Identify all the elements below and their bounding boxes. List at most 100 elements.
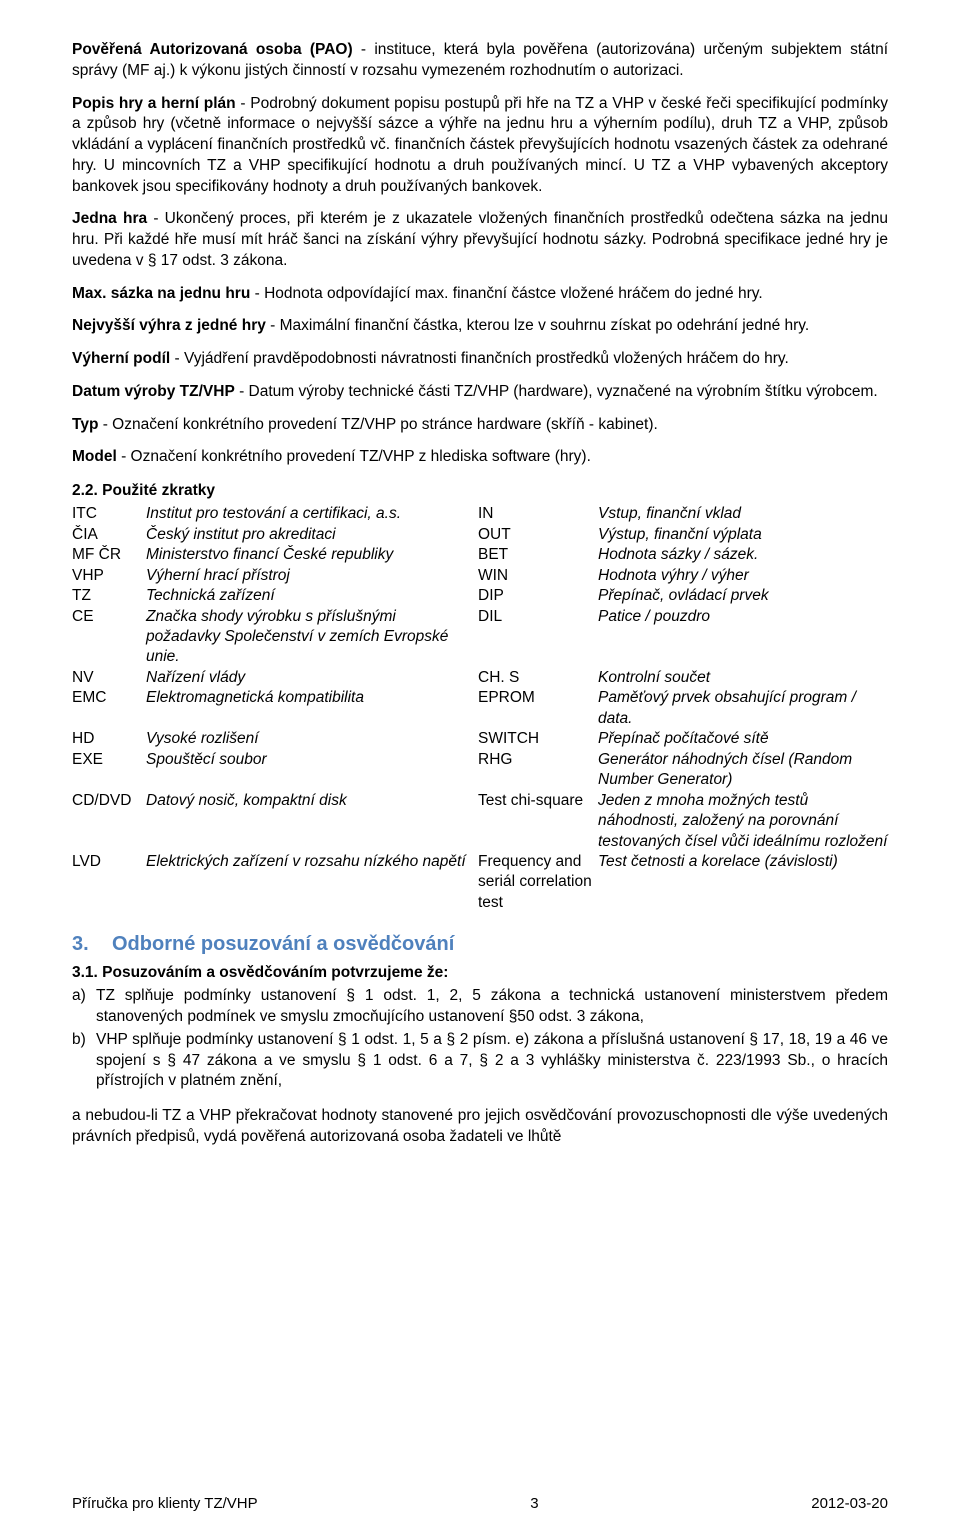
abbreviations-table: ITCInstitut pro testování a certifikaci,…	[72, 504, 888, 913]
term-game-desc: Popis hry a herní plán	[72, 95, 236, 112]
abbrev-desc-right: Hodnota sázky / sázek.	[598, 545, 888, 565]
abbrev-code-right: BET	[478, 545, 598, 565]
abbrev-desc-left: Nařízení vlády	[146, 668, 478, 688]
abbrev-row: HDVysoké rozlišeníSWITCHPřepínač počítač…	[72, 729, 888, 749]
abbrev-row: ITCInstitut pro testování a certifikaci,…	[72, 504, 888, 524]
footer-page-number: 3	[530, 1495, 538, 1512]
abbrev-desc-right: Jeden z mnoha možných testů náhodnosti, …	[598, 791, 888, 852]
abbrev-desc-left: Vysoké rozlišení	[146, 729, 478, 749]
page-footer: Příručka pro klienty TZ/VHP 3 2012-03-20	[72, 1495, 888, 1512]
section-3-title: Odborné posuzování a osvědčování	[112, 933, 454, 955]
term-payout-rest: - Vyjádření pravděpodobnosti návratnosti…	[170, 350, 789, 367]
term-max-bet-rest: - Hodnota odpovídající max. finanční čás…	[250, 285, 762, 302]
abbrev-code-right: CH. S	[478, 668, 598, 688]
abbrev-code-left: ČIA	[72, 525, 146, 545]
list-item-a: a) TZ splňuje podmínky ustanovení § 1 od…	[72, 986, 888, 1028]
abbrev-desc-left: Ministerstvo financí České republiky	[146, 545, 478, 565]
abbrev-row: ČIAČeský institut pro akreditaciOUTVýstu…	[72, 525, 888, 545]
abbrev-desc-left: Elektromagnetická kompatibilita	[146, 688, 478, 729]
definition-mfg-date: Datum výroby TZ/VHP - Datum výroby techn…	[72, 382, 888, 403]
abbrev-code-left: NV	[72, 668, 146, 688]
term-mfg-date-rest: - Datum výroby technické části TZ/VHP (h…	[235, 383, 878, 400]
section-3-number: 3.	[72, 933, 112, 956]
abbrev-row: VHPVýherní hrací přístrojWINHodnota výhr…	[72, 566, 888, 586]
abbrev-code-left: EMC	[72, 688, 146, 729]
abbrev-desc-right: Patice / pouzdro	[598, 607, 888, 668]
term-model: Model	[72, 448, 117, 465]
definition-pao: Pověřená Autorizovaná osoba (PAO) - inst…	[72, 40, 888, 82]
abbrev-row: EMCElektromagnetická kompatibilitaEPROMP…	[72, 688, 888, 729]
abbrev-row: CEZnačka shody výrobku s příslušnými pož…	[72, 607, 888, 668]
term-one-game-rest: - Ukončený proces, při kterém je z ukaza…	[72, 210, 888, 269]
list-item-b-body: VHP splňuje podmínky ustanovení § 1 odst…	[96, 1030, 888, 1092]
abbrev-row: TZTechnická zařízeníDIPPřepínač, ovládac…	[72, 586, 888, 606]
abbrev-code-right: WIN	[478, 566, 598, 586]
abbrev-desc-left: Technická zařízení	[146, 586, 478, 606]
abbrev-code-left: LVD	[72, 852, 146, 913]
term-payout: Výherní podíl	[72, 350, 170, 367]
abbrev-desc-left: Značka shody výrobku s příslušnými požad…	[146, 607, 478, 668]
term-mfg-date: Datum výroby TZ/VHP	[72, 383, 235, 400]
abbrev-code-left: VHP	[72, 566, 146, 586]
subsection-3-1-heading: 3.1. Posuzováním a osvědčováním potvrzuj…	[72, 964, 888, 982]
document-page: Pověřená Autorizovaná osoba (PAO) - inst…	[0, 0, 960, 1540]
term-one-game: Jedna hra	[72, 210, 147, 227]
abbrev-desc-left: Spouštěcí soubor	[146, 750, 478, 791]
abbrev-desc-right: Kontrolní součet	[598, 668, 888, 688]
abbrev-desc-left: Institut pro testování a certifikaci, a.…	[146, 504, 478, 524]
abbrev-code-left: ITC	[72, 504, 146, 524]
abbrev-row: NVNařízení vládyCH. SKontrolní součet	[72, 668, 888, 688]
term-model-rest: - Označení konkrétního provedení TZ/VHP …	[117, 448, 591, 465]
subsection-3-1-list: a) TZ splňuje podmínky ustanovení § 1 od…	[72, 986, 888, 1092]
abbrev-desc-left: Elektrických zařízení v rozsahu nízkého …	[146, 852, 478, 913]
term-type-rest: - Označení konkrétního provedení TZ/VHP …	[98, 416, 657, 433]
definition-type: Typ - Označení konkrétního provedení TZ/…	[72, 415, 888, 436]
abbrev-desc-right: Přepínač, ovládací prvek	[598, 586, 888, 606]
abbrev-desc-right: Paměťový prvek obsahující program / data…	[598, 688, 888, 729]
abbrev-code-right: SWITCH	[478, 729, 598, 749]
abbrev-code-left: CD/DVD	[72, 791, 146, 852]
section-3-heading: 3.Odborné posuzování a osvědčování	[72, 933, 888, 956]
definition-payout: Výherní podíl - Vyjádření pravděpodobnos…	[72, 349, 888, 370]
term-type: Typ	[72, 416, 98, 433]
abbrev-desc-left: Datový nosič, kompaktní disk	[146, 791, 478, 852]
abbrev-code-right: RHG	[478, 750, 598, 791]
abbrev-desc-right: Generátor náhodných čísel (Random Number…	[598, 750, 888, 791]
term-max-bet: Max. sázka na jednu hru	[72, 285, 250, 302]
abbrev-code-left: CE	[72, 607, 146, 668]
abbrev-desc-left: Výherní hrací přístroj	[146, 566, 478, 586]
abbrev-heading: 2.2. Použité zkratky	[72, 482, 888, 500]
abbrev-code-left: MF ČR	[72, 545, 146, 565]
definition-one-game: Jedna hra - Ukončený proces, při kterém …	[72, 209, 888, 271]
abbrev-code-right: Frequency and seriál correlation test	[478, 852, 598, 913]
abbrev-row: MF ČRMinisterstvo financí České republik…	[72, 545, 888, 565]
list-item-a-label: a)	[72, 986, 96, 1028]
abbrev-row: EXESpouštěcí souborRHGGenerátor náhodnýc…	[72, 750, 888, 791]
abbrev-desc-right: Hodnota výhry / výher	[598, 566, 888, 586]
abbrev-desc-right: Vstup, finanční vklad	[598, 504, 888, 524]
definition-game-desc: Popis hry a herní plán - Podrobný dokume…	[72, 94, 888, 198]
subsection-3-1-tail: a nebudou-li TZ a VHP překračovat hodnot…	[72, 1106, 888, 1148]
term-pao: Pověřená Autorizovaná osoba (PAO)	[72, 41, 353, 58]
term-max-win: Nejvyšší výhra z jedné hry	[72, 317, 266, 334]
list-item-b-label: b)	[72, 1030, 96, 1092]
definition-max-bet: Max. sázka na jednu hru - Hodnota odpoví…	[72, 284, 888, 305]
abbrev-desc-right: Přepínač počítačové sítě	[598, 729, 888, 749]
abbrev-code-left: TZ	[72, 586, 146, 606]
abbrev-code-right: DIL	[478, 607, 598, 668]
abbrev-code-right: DIP	[478, 586, 598, 606]
term-max-win-rest: - Maximální finanční částka, kterou lze …	[266, 317, 809, 334]
definition-model: Model - Označení konkrétního provedení T…	[72, 447, 888, 468]
abbrev-row: CD/DVDDatový nosič, kompaktní diskTest c…	[72, 791, 888, 852]
abbrev-desc-right: Test četnosti a korelace (závislosti)	[598, 852, 888, 913]
abbrev-desc-left: Český institut pro akreditaci	[146, 525, 478, 545]
abbrev-row: LVDElektrických zařízení v rozsahu nízké…	[72, 852, 888, 913]
definition-max-win: Nejvyšší výhra z jedné hry - Maximální f…	[72, 316, 888, 337]
abbrev-code-left: HD	[72, 729, 146, 749]
list-item-b: b) VHP splňuje podmínky ustanovení § 1 o…	[72, 1030, 888, 1092]
abbrev-code-right: OUT	[478, 525, 598, 545]
abbrev-code-right: EPROM	[478, 688, 598, 729]
abbrev-desc-right: Výstup, finanční výplata	[598, 525, 888, 545]
abbrev-code-right: IN	[478, 504, 598, 524]
list-item-a-body: TZ splňuje podmínky ustanovení § 1 odst.…	[96, 986, 888, 1028]
